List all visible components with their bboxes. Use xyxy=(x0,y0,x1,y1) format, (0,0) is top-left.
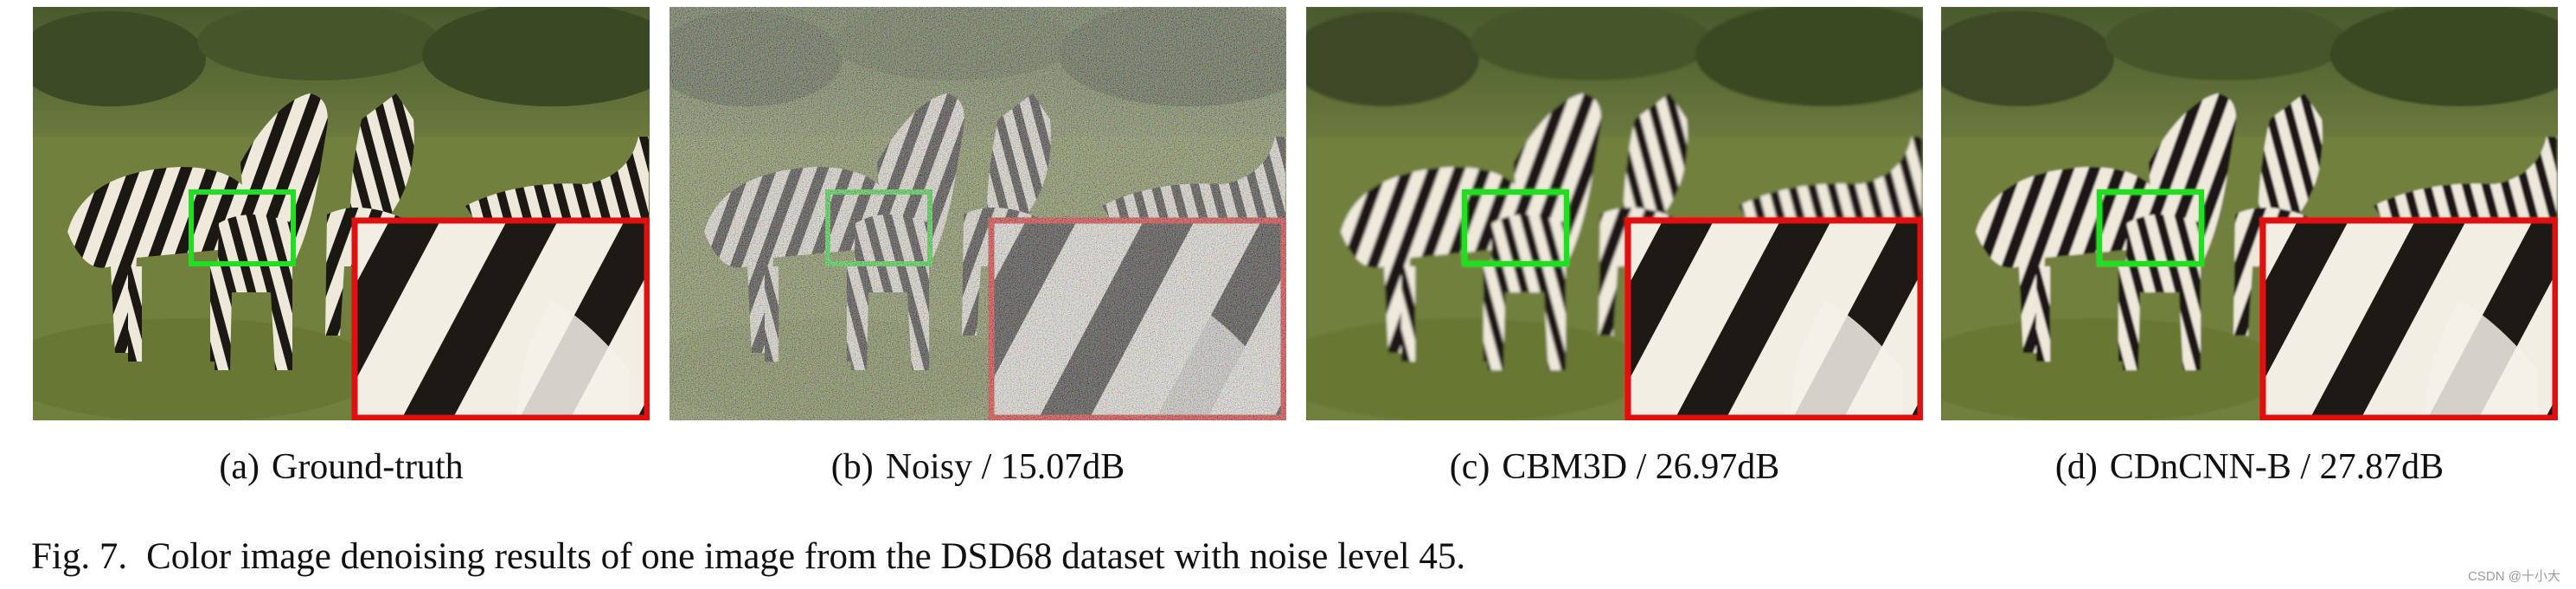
subcaption-ground-truth: (a) Ground-truth xyxy=(33,439,650,495)
panel-noisy xyxy=(670,7,1286,420)
figure-number: Fig. 7. xyxy=(31,536,128,577)
figure-caption-text: Color image denoising results of one ima… xyxy=(146,536,1466,577)
zebra-image-ground-truth xyxy=(33,7,650,420)
subcaption-title: Ground-truth xyxy=(271,447,464,487)
zebra-image-cdncnn-b xyxy=(1941,7,2558,420)
figure-caption: Fig. 7. Color image denoising results of … xyxy=(31,529,1465,585)
subcaption-label: (b) xyxy=(830,447,874,487)
subcaption-cdncnn-b: (d) CDnCNN-B / 27.87dB xyxy=(1941,439,2558,495)
zebra-image-noisy xyxy=(670,7,1286,420)
subcaption-cbm3d: (c) CBM3D / 26.97dB xyxy=(1306,439,1923,495)
subcaption-title: CDnCNN-B / 27.87dB xyxy=(2109,447,2445,487)
panel-cbm3d xyxy=(1306,7,1923,420)
zebra-image-cbm3d xyxy=(1306,7,1923,420)
panel-cdncnn-b xyxy=(1941,7,2558,420)
subcaption-noisy: (b) Noisy / 15.07dB xyxy=(670,439,1286,495)
subcaption-title: Noisy / 15.07dB xyxy=(885,447,1125,487)
watermark: CSDN @十小大 xyxy=(2468,569,2560,584)
subcaption-title: CBM3D / 26.97dB xyxy=(1502,447,1780,487)
subcaption-label: (d) xyxy=(2054,447,2098,487)
subcaption-label: (a) xyxy=(219,447,260,487)
subcaption-label: (c) xyxy=(1449,447,1490,487)
panel-ground-truth xyxy=(33,7,650,420)
